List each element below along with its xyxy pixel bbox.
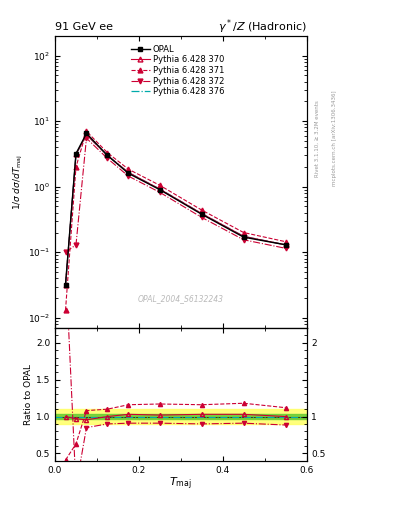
Text: mcplots.cern.ch [arXiv:1306.3436]: mcplots.cern.ch [arXiv:1306.3436] bbox=[332, 91, 337, 186]
Pythia 6.428 370 bbox=[63, 282, 68, 288]
Pythia 6.428 371 bbox=[199, 207, 204, 213]
Pythia 6.428 370 bbox=[105, 153, 110, 159]
Pythia 6.428 371 bbox=[84, 128, 89, 134]
Pythia 6.428 376 bbox=[199, 210, 204, 217]
Pythia 6.428 371 bbox=[158, 182, 162, 188]
Pythia 6.428 372 bbox=[158, 189, 162, 196]
Y-axis label: Ratio to OPAL: Ratio to OPAL bbox=[24, 364, 33, 425]
OPAL bbox=[158, 187, 162, 193]
Pythia 6.428 372 bbox=[199, 215, 204, 221]
Line: Pythia 6.428 372: Pythia 6.428 372 bbox=[63, 136, 288, 254]
Line: Pythia 6.428 376: Pythia 6.428 376 bbox=[66, 135, 286, 285]
OPAL bbox=[84, 131, 89, 137]
Text: $\gamma^*/Z$ (Hadronic): $\gamma^*/Z$ (Hadronic) bbox=[218, 17, 307, 36]
Pythia 6.428 372 bbox=[84, 135, 89, 141]
OPAL bbox=[199, 211, 204, 217]
Pythia 6.428 370 bbox=[84, 132, 89, 138]
Pythia 6.428 371 bbox=[283, 239, 288, 245]
Pythia 6.428 371 bbox=[126, 166, 131, 172]
OPAL bbox=[73, 151, 78, 157]
Pythia 6.428 376 bbox=[105, 153, 110, 159]
Pythia 6.428 372 bbox=[105, 155, 110, 161]
OPAL bbox=[126, 170, 131, 177]
Pythia 6.428 370 bbox=[199, 210, 204, 217]
Pythia 6.428 372 bbox=[241, 237, 246, 243]
Pythia 6.428 370 bbox=[283, 242, 288, 248]
OPAL bbox=[283, 242, 288, 248]
Pythia 6.428 376 bbox=[73, 152, 78, 158]
Pythia 6.428 370 bbox=[158, 186, 162, 192]
OPAL bbox=[241, 234, 246, 240]
Pythia 6.428 376 bbox=[241, 233, 246, 240]
Pythia 6.428 376 bbox=[283, 242, 288, 248]
X-axis label: $T_{\rm maj}$: $T_{\rm maj}$ bbox=[169, 476, 192, 493]
Bar bbox=[55, 414, 307, 419]
Line: Pythia 6.428 371: Pythia 6.428 371 bbox=[63, 129, 288, 313]
Pythia 6.428 372 bbox=[126, 173, 131, 179]
Pythia 6.428 370 bbox=[126, 169, 131, 176]
OPAL bbox=[63, 282, 68, 288]
Pythia 6.428 371 bbox=[105, 150, 110, 156]
Text: OPAL_2004_S6132243: OPAL_2004_S6132243 bbox=[138, 294, 224, 303]
Y-axis label: $1/\sigma\;d\sigma/dT_{\rm maj}$: $1/\sigma\;d\sigma/dT_{\rm maj}$ bbox=[12, 154, 25, 210]
Legend: OPAL, Pythia 6.428 370, Pythia 6.428 371, Pythia 6.428 372, Pythia 6.428 376: OPAL, Pythia 6.428 370, Pythia 6.428 371… bbox=[130, 43, 226, 98]
Pythia 6.428 372 bbox=[283, 245, 288, 251]
Pythia 6.428 376 bbox=[126, 169, 131, 176]
Pythia 6.428 371 bbox=[63, 307, 68, 313]
Pythia 6.428 372 bbox=[73, 242, 78, 248]
Line: Pythia 6.428 370: Pythia 6.428 370 bbox=[63, 132, 288, 287]
Pythia 6.428 370 bbox=[241, 233, 246, 240]
Text: 91 GeV ee: 91 GeV ee bbox=[55, 23, 113, 32]
Pythia 6.428 371 bbox=[73, 164, 78, 170]
Pythia 6.428 371 bbox=[241, 229, 246, 236]
OPAL bbox=[105, 153, 110, 159]
Pythia 6.428 376 bbox=[63, 282, 68, 288]
Pythia 6.428 376 bbox=[158, 186, 162, 192]
Pythia 6.428 376 bbox=[84, 132, 89, 138]
Bar bbox=[55, 409, 307, 424]
Pythia 6.428 370 bbox=[73, 152, 78, 158]
Pythia 6.428 372 bbox=[63, 249, 68, 255]
Text: Rivet 3.1.10, ≥ 3.2M events: Rivet 3.1.10, ≥ 3.2M events bbox=[314, 100, 320, 177]
Line: OPAL: OPAL bbox=[63, 131, 288, 287]
